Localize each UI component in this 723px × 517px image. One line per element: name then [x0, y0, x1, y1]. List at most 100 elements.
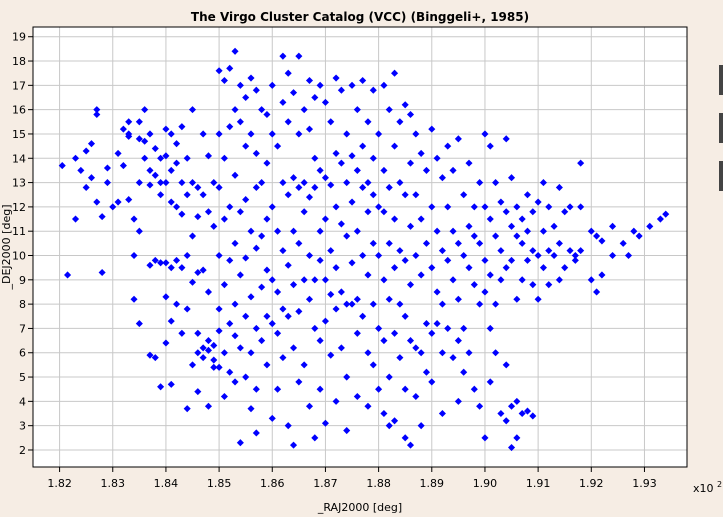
data-point [215, 327, 223, 335]
data-point [290, 344, 298, 352]
data-point [87, 174, 96, 182]
y-tick-label: 11 [12, 225, 26, 238]
data-point [364, 118, 372, 126]
data-point [481, 130, 489, 138]
data-point [635, 232, 643, 240]
data-point [321, 174, 329, 182]
data-point [316, 166, 324, 174]
data-point [481, 434, 489, 442]
data-point [300, 361, 308, 369]
data-point [502, 417, 510, 425]
y-tick-label: 19 [12, 31, 26, 44]
x-tick-label: 1.88 [366, 477, 391, 490]
data-point [369, 86, 377, 94]
data-point [337, 220, 345, 228]
data-point [332, 74, 340, 82]
data-point [492, 300, 500, 308]
data-point [444, 256, 452, 264]
data-point [178, 264, 186, 272]
data-point [321, 215, 329, 223]
data-point [460, 191, 468, 199]
data-point [316, 81, 324, 89]
data-point [231, 106, 239, 114]
side-tab-middle[interactable] [719, 113, 723, 143]
data-point [337, 159, 345, 167]
data-point [630, 227, 638, 235]
data-point [460, 251, 468, 260]
data-point [194, 329, 202, 337]
data-point [454, 295, 462, 303]
data-point [438, 300, 446, 308]
data-point [385, 295, 393, 303]
side-tab-top[interactable] [719, 65, 723, 95]
data-point [417, 349, 425, 357]
data-point [194, 268, 202, 277]
data-point [279, 98, 287, 106]
x-tick-label: 1.83 [101, 477, 126, 490]
data-point [492, 179, 500, 187]
side-tab-bottom[interactable] [719, 161, 723, 191]
data-point [444, 142, 452, 150]
data-point [242, 312, 250, 320]
data-point [353, 106, 361, 114]
data-point [470, 281, 478, 289]
data-point [188, 232, 197, 240]
data-point [300, 106, 308, 114]
data-point [593, 232, 601, 240]
data-point [290, 441, 298, 449]
data-point [173, 256, 181, 264]
data-point [210, 341, 218, 349]
data-point [375, 324, 383, 332]
data-point [146, 261, 154, 269]
data-point [194, 183, 202, 191]
data-point [428, 203, 436, 211]
data-point [151, 354, 159, 362]
data-point [210, 179, 218, 187]
data-point [109, 203, 117, 211]
data-point [274, 288, 282, 296]
data-point [332, 264, 340, 272]
data-point [226, 64, 234, 72]
data-point [391, 215, 399, 223]
data-point [167, 198, 175, 206]
data-point [566, 203, 574, 211]
data-point [577, 247, 585, 255]
data-point [449, 276, 457, 284]
data-point [385, 422, 393, 430]
data-point [412, 130, 420, 138]
chart-title: The Virgo Cluster Catalog (VCC) (Binggel… [191, 10, 529, 24]
data-point [438, 247, 446, 255]
data-point [295, 130, 303, 138]
data-point [364, 208, 372, 216]
data-point [284, 261, 292, 269]
data-point [353, 392, 361, 401]
data-point [135, 118, 143, 126]
data-point [513, 203, 521, 211]
data-point [343, 179, 351, 187]
data-point [178, 329, 186, 337]
data-point [252, 183, 260, 191]
data-point [268, 203, 276, 211]
data-point [332, 149, 340, 157]
data-point [157, 154, 165, 162]
data-point [242, 196, 250, 204]
data-point [359, 142, 367, 150]
data-point [82, 147, 90, 155]
data-point [58, 162, 66, 170]
data-point [125, 132, 133, 140]
data-point [497, 198, 505, 206]
data-point [103, 164, 111, 172]
data-point [204, 337, 212, 345]
data-point [268, 130, 276, 138]
x-axis-title: _RAJ2000 [deg] [317, 501, 402, 514]
y-tick-label: 12 [12, 201, 26, 214]
multiplier-exponent: 2 [717, 480, 722, 489]
data-point [364, 349, 372, 357]
data-point [327, 118, 335, 126]
data-point [406, 337, 415, 345]
data-point [449, 227, 457, 235]
data-point [141, 137, 149, 145]
data-point [316, 256, 324, 264]
data-point [135, 135, 143, 143]
